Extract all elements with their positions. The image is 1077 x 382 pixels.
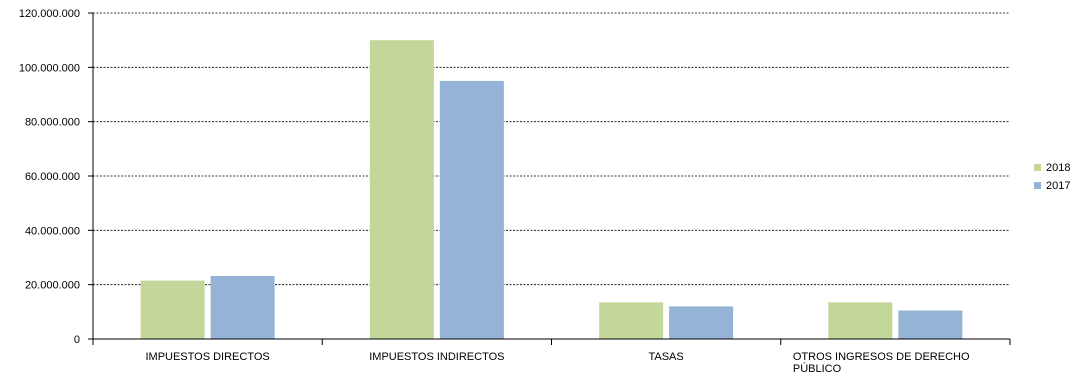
- bar-2017-3: [898, 310, 963, 339]
- bar-2017-2: [669, 306, 734, 339]
- legend: 2018 2017: [1034, 162, 1070, 192]
- legend-swatch-2017: [1034, 182, 1041, 189]
- y-tick-label: 40.000.000: [25, 225, 80, 237]
- bar-2018-2: [599, 302, 664, 339]
- y-tick-label: 20.000.000: [25, 280, 80, 292]
- y-tick-label: 120.000.000: [19, 8, 80, 20]
- bar-2018-0: [140, 280, 205, 339]
- x-category-label: IMPUESTOS INDIRECTOS: [369, 351, 504, 363]
- x-category-label: OTROS INGRESOS DE DERECHO: [793, 351, 970, 363]
- y-tick-label: 60.000.000: [25, 171, 80, 183]
- bar-2018-1: [369, 40, 434, 340]
- x-category-label: IMPUESTOS DIRECTOS: [145, 351, 269, 363]
- y-tick-label: 100.000.000: [19, 62, 80, 74]
- bar-2018-3: [828, 302, 893, 339]
- axes: [88, 12, 1011, 345]
- gridlines: [93, 12, 1010, 286]
- x-category-label: TASAS: [648, 351, 683, 363]
- legend-label: 2017: [1046, 180, 1070, 192]
- y-tick-label: 0: [74, 334, 80, 346]
- x-category-label: PÚBLICO: [793, 362, 842, 375]
- x-axis-category-labels: IMPUESTOS DIRECTOS IMPUESTOS INDIRECTOS TA…: [145, 351, 969, 375]
- y-tick-label: 80.000.000: [25, 117, 80, 129]
- y-axis-tick-labels: 0 20.000.000 40.000.000 60.000.000 80.000.00…: [19, 8, 80, 346]
- bar-2017-0: [210, 275, 275, 339]
- legend-label: 2018: [1046, 162, 1070, 174]
- bars: [140, 40, 963, 340]
- legend-swatch-2018: [1034, 164, 1041, 171]
- bar-2017-1: [439, 80, 504, 340]
